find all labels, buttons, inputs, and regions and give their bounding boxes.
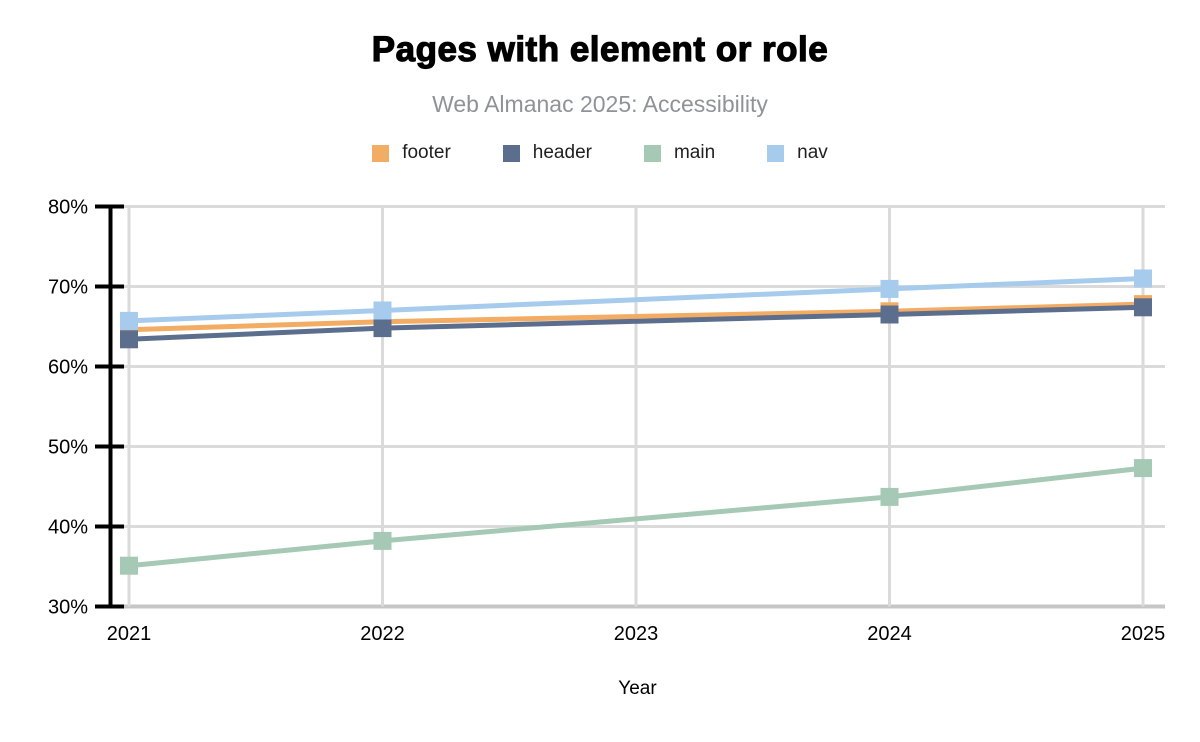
x-tick-label: 2021 xyxy=(107,623,152,645)
marker-nav-2025 xyxy=(1134,269,1152,288)
legend-item-main: main xyxy=(643,142,716,164)
legend-swatch-nav xyxy=(767,144,785,162)
marker-nav-2022 xyxy=(373,301,392,320)
legend-swatch-main xyxy=(643,144,661,162)
marker-main-2024 xyxy=(880,487,899,506)
marker-nav-2021 xyxy=(120,311,138,330)
chart-subtitle: Web Almanac 2025: Accessibility xyxy=(432,91,768,117)
x-tick-label: 2025 xyxy=(1121,623,1166,645)
y-tick-label: 70% xyxy=(48,277,88,299)
y-tick-label: 50% xyxy=(48,437,88,459)
marker-main-2025 xyxy=(1134,459,1152,478)
x-tick-label: 2022 xyxy=(360,623,405,645)
series-line-nav xyxy=(128,276,1144,324)
x-tick-label: 2024 xyxy=(867,623,912,645)
chart-legend: footer header main nav xyxy=(0,142,1200,164)
marker-header-2022 xyxy=(373,319,392,338)
y-tick-label: 30% xyxy=(48,597,88,619)
x-axis-title: Year xyxy=(618,678,657,699)
y-tick-label: 80% xyxy=(48,197,88,219)
legend-item-nav: nav xyxy=(767,142,828,164)
y-tick-label: 40% xyxy=(48,517,88,539)
marker-header-2024 xyxy=(880,305,899,324)
legend-swatch-header xyxy=(502,144,520,162)
marker-nav-2024 xyxy=(880,279,899,298)
legend-label: header xyxy=(532,142,592,163)
legend-label: footer xyxy=(402,142,451,163)
legend-label: nav xyxy=(797,142,828,163)
series-line-main xyxy=(128,465,1144,569)
legend-item-footer: footer xyxy=(372,142,451,164)
marker-main-2021 xyxy=(120,556,138,575)
legend-swatch-footer xyxy=(372,144,390,162)
y-tick-label: 60% xyxy=(48,357,88,379)
legend-item-header: header xyxy=(502,142,592,164)
x-tick-label: 2023 xyxy=(614,623,659,645)
marker-header-2021 xyxy=(120,330,138,349)
chart-title: Pages with element or role xyxy=(371,29,829,69)
legend-label: main xyxy=(673,142,716,163)
marker-header-2025 xyxy=(1134,298,1152,317)
series-line-footer xyxy=(128,301,1144,333)
series-line-header xyxy=(128,304,1144,342)
marker-main-2022 xyxy=(373,531,392,550)
